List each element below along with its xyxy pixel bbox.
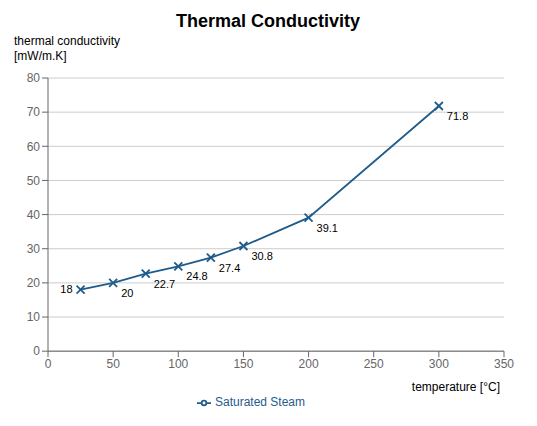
svg-text:150: 150 — [233, 357, 253, 371]
html-text:Thermal Conductivity: Thermal Conductivity — [176, 11, 360, 31]
svg-text:40: 40 — [27, 208, 41, 222]
svg-text:10: 10 — [27, 310, 41, 324]
svg-text:80: 80 — [27, 71, 41, 85]
svg-text:20: 20 — [121, 287, 133, 299]
html-text:[mW/m.K]: [mW/m.K] — [14, 49, 67, 63]
svg-text:350: 350 — [494, 357, 514, 371]
svg-text:0: 0 — [33, 344, 40, 358]
svg-text:27.4: 27.4 — [219, 262, 240, 274]
svg-text:71.8: 71.8 — [447, 110, 468, 122]
svg-text:70: 70 — [27, 105, 41, 119]
svg-text:18: 18 — [60, 283, 72, 295]
svg-text:30.8: 30.8 — [251, 250, 272, 262]
svg-text:250: 250 — [364, 357, 384, 371]
svg-text:100: 100 — [168, 357, 188, 371]
svg-text:50: 50 — [106, 357, 120, 371]
html-text:Saturated Steam: Saturated Steam — [215, 395, 305, 410]
svg-text:temperature [°C]: temperature [°C] — [412, 380, 500, 394]
svg-text:0: 0 — [45, 357, 52, 371]
svg-text:22.7: 22.7 — [154, 278, 175, 290]
svg-text:24.8: 24.8 — [186, 270, 207, 282]
svg-text:39.1: 39.1 — [317, 222, 338, 234]
svg-text:300: 300 — [429, 357, 449, 371]
svg-text:30: 30 — [27, 242, 41, 256]
svg-text:20: 20 — [27, 276, 41, 290]
svg-text:60: 60 — [27, 140, 41, 154]
svg-text:50: 50 — [27, 174, 41, 188]
html-text:thermal conductivity: thermal conductivity — [14, 34, 120, 48]
svg-text:200: 200 — [299, 357, 319, 371]
